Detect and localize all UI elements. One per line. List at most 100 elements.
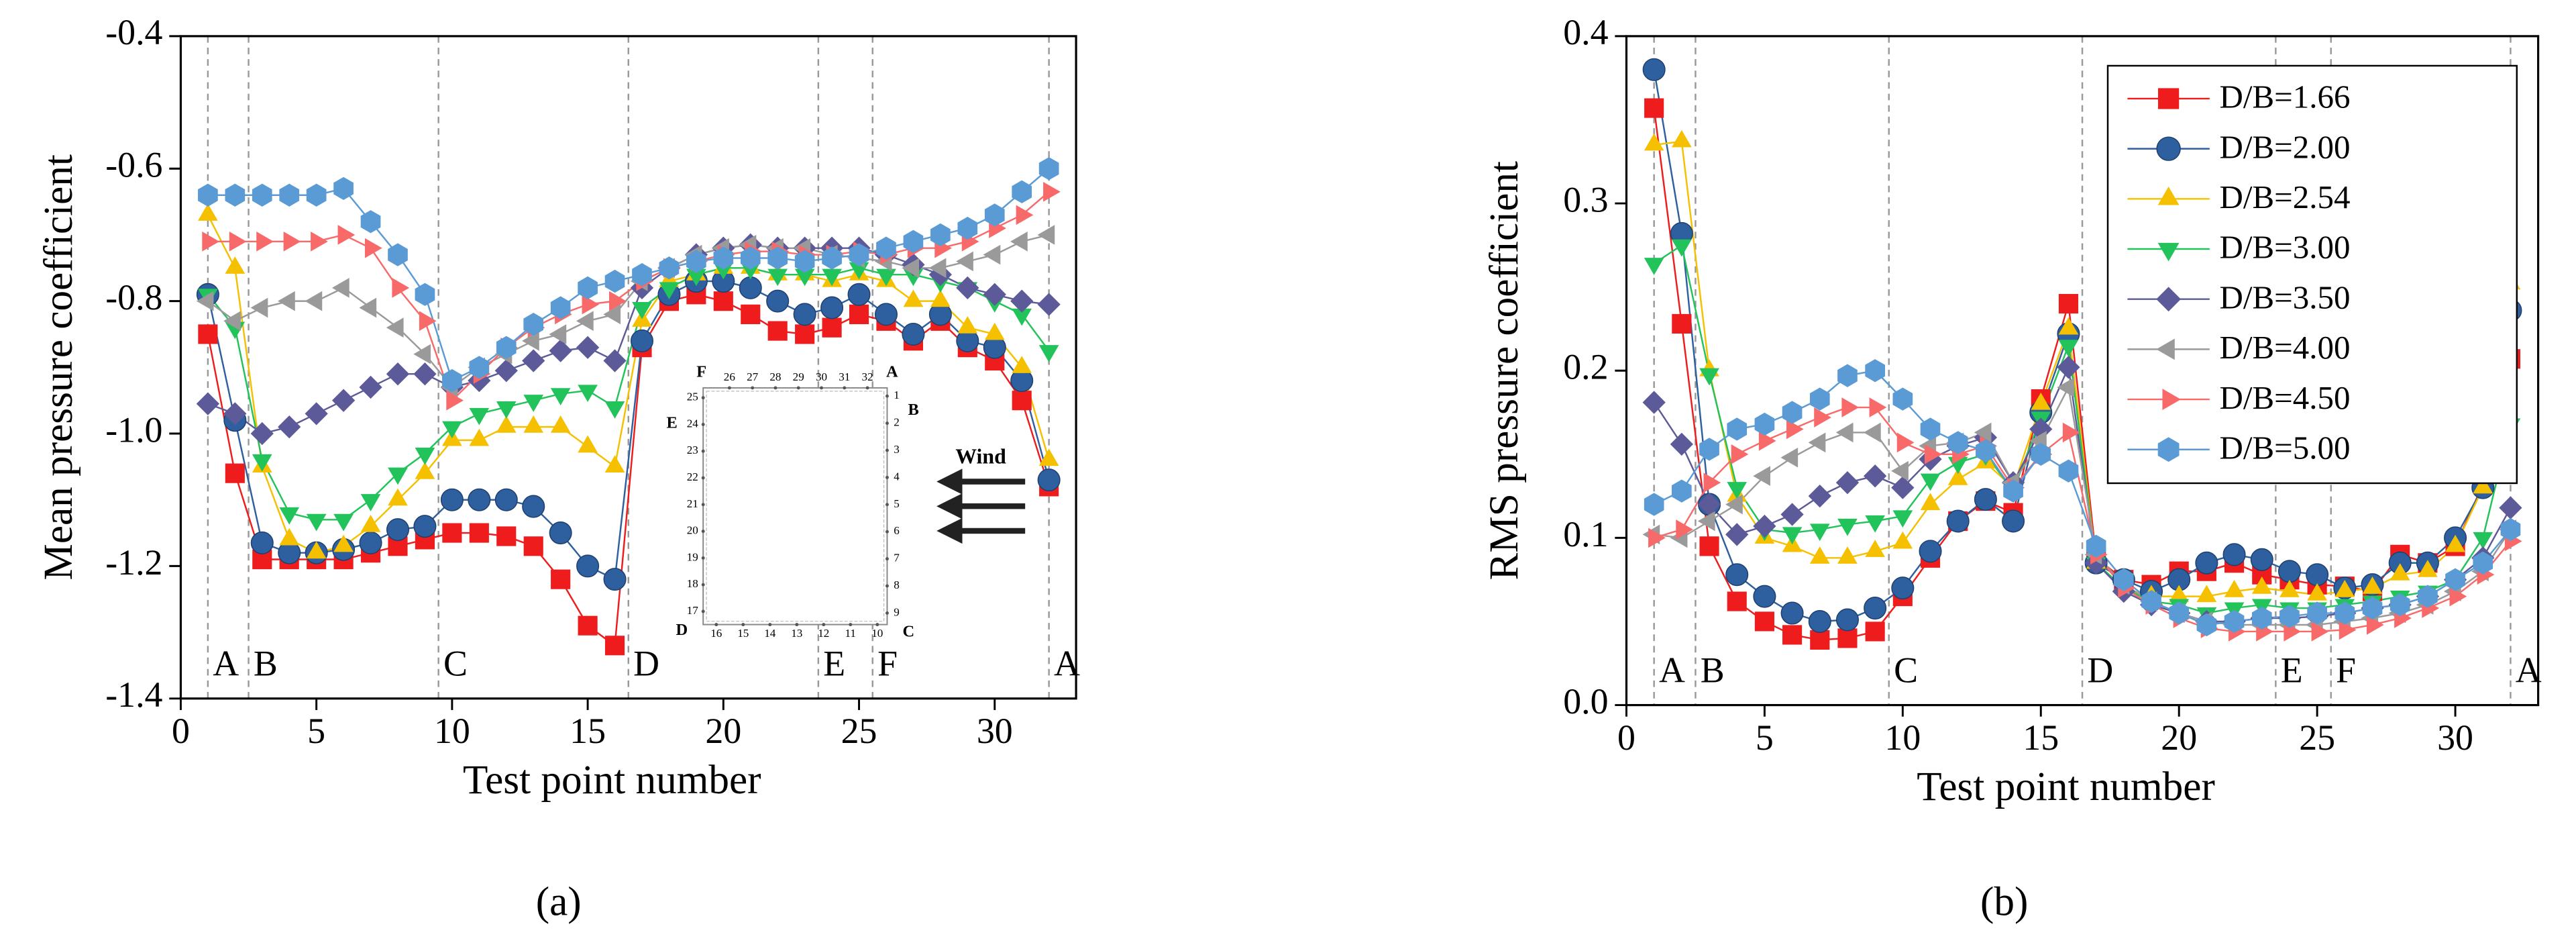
marker [333, 177, 354, 201]
inset-point-label: 7 [894, 552, 900, 564]
marker [250, 531, 274, 554]
marker [278, 415, 301, 439]
marker [523, 536, 543, 556]
inset-corner-label: F [696, 363, 706, 381]
marker [1896, 432, 1915, 453]
marker [1920, 473, 1941, 491]
marker [1010, 231, 1028, 252]
marker [413, 362, 437, 386]
marker [2445, 534, 2465, 552]
marker [198, 324, 218, 344]
marker [333, 513, 354, 532]
marker [847, 283, 871, 306]
marker [523, 415, 544, 433]
marker [306, 183, 327, 207]
marker [1642, 58, 1666, 81]
marker [2277, 560, 2301, 583]
marker [2141, 589, 2161, 613]
marker [603, 304, 621, 325]
marker [1974, 422, 1992, 443]
marker [1012, 180, 1032, 203]
inset-point [701, 556, 705, 560]
marker [876, 268, 896, 287]
marker [1863, 422, 1881, 443]
inset-point [701, 503, 705, 507]
marker [496, 526, 517, 546]
marker [359, 297, 377, 318]
marker [1671, 130, 1692, 148]
marker [469, 428, 490, 446]
marker [2311, 621, 2329, 642]
inset-point [885, 557, 889, 561]
y-tick-label: -0.8 [105, 277, 162, 317]
marker [2418, 585, 2438, 608]
marker [2390, 563, 2410, 581]
y-tick-label: -1.4 [105, 675, 162, 715]
marker [2251, 606, 2272, 630]
marker [1891, 577, 1915, 600]
marker [250, 297, 268, 318]
marker [2500, 517, 2521, 542]
marker [252, 454, 272, 472]
marker [767, 321, 788, 341]
section-label: F [2336, 650, 2356, 690]
marker [196, 291, 214, 311]
wind-arrows [936, 468, 1026, 544]
inset-corner-label: A [886, 363, 898, 381]
inset-point [701, 396, 705, 400]
marker [2279, 605, 2300, 628]
marker [957, 315, 978, 334]
marker [496, 415, 517, 433]
inset-point [843, 386, 847, 390]
marker [469, 356, 490, 379]
plot-frame [1625, 35, 2540, 707]
marker [1809, 546, 1830, 564]
section-label: B [1701, 650, 1725, 690]
legend-label: D/B=1.66 [2220, 79, 2351, 115]
marker [2449, 586, 2467, 607]
marker [1644, 258, 1664, 275]
marker [388, 536, 408, 556]
section-label: D [2087, 650, 2113, 690]
marker [1010, 289, 1034, 313]
inset-point [875, 623, 879, 627]
marker [469, 407, 490, 426]
marker [1919, 540, 1942, 563]
marker [1782, 401, 1803, 424]
marker [956, 251, 973, 272]
inset-point-label: 10 [871, 627, 883, 640]
marker [794, 250, 815, 273]
marker [415, 283, 435, 306]
inset-point-label: 11 [845, 627, 856, 640]
marker [469, 523, 489, 543]
section-label: A [213, 644, 239, 684]
marker [551, 569, 571, 589]
marker [1670, 432, 1693, 456]
inset-point [885, 475, 889, 479]
arrow-head [936, 517, 963, 544]
marker [983, 283, 1006, 306]
marker [413, 344, 431, 364]
marker [2195, 551, 2218, 575]
marker [849, 304, 869, 324]
x-tick-label: 15 [570, 711, 606, 751]
marker [523, 395, 544, 412]
marker [2473, 551, 2493, 575]
marker [331, 278, 350, 298]
marker [1835, 422, 1854, 443]
marker [1671, 479, 1692, 503]
marker [822, 317, 842, 338]
marker [2003, 479, 2023, 503]
y-tick-label: -1.2 [105, 542, 162, 583]
marker [608, 291, 627, 311]
marker [1043, 181, 1061, 202]
marker [576, 311, 594, 332]
marker [2169, 585, 2190, 603]
marker [2196, 585, 2217, 603]
marker [1865, 540, 1886, 557]
inset-corner-label: E [666, 413, 677, 432]
marker [1725, 563, 1749, 587]
inset-point-label: 23 [687, 444, 698, 456]
marker [1642, 391, 1666, 414]
x-axis-title: Test point number [1917, 764, 2215, 809]
